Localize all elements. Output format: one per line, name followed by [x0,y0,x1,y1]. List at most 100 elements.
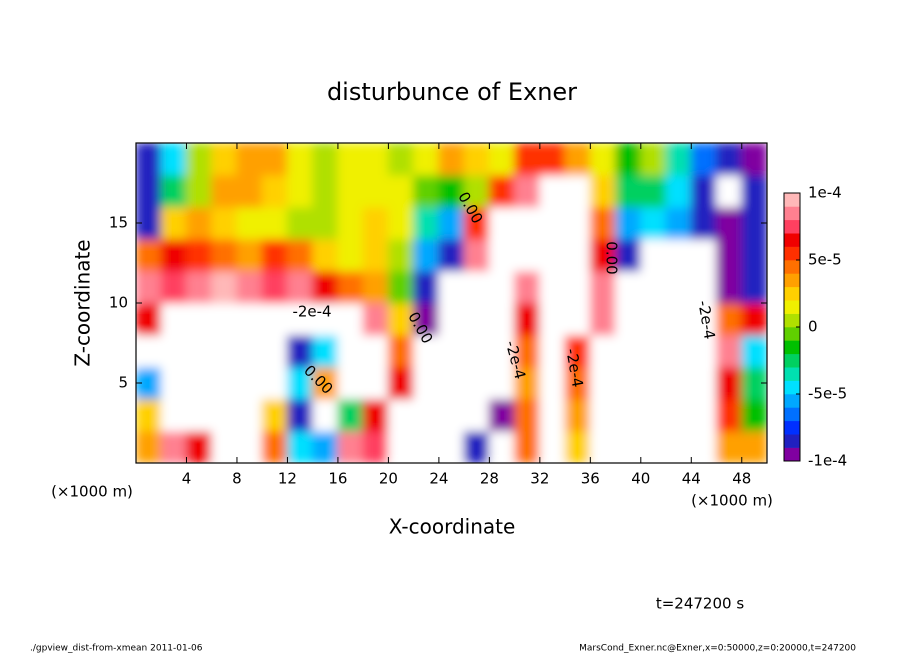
field-cell [716,206,743,240]
field-cell [589,174,617,208]
y-tick-label: 5 [118,374,128,392]
field-cell [160,238,187,272]
field-cell [136,270,162,304]
field-cell [211,174,238,208]
field-cell [640,398,667,432]
y-tick-label: 10 [109,294,128,312]
field-cell [463,270,490,304]
field-cell [514,238,541,272]
colorbar-band [784,313,800,328]
field-cell [211,238,238,272]
field-cell [438,174,465,208]
field-cell [640,143,667,176]
field-cell [236,398,263,432]
field-cell [589,398,617,432]
contour-label: 0.00 [603,241,621,274]
field-cell [312,430,339,463]
field-cell [438,238,465,272]
field-cell [286,334,314,368]
field-cell [564,398,591,432]
field-cell [564,334,591,368]
field-cell [716,302,743,336]
field-cell [413,143,440,176]
field-cells [136,143,767,463]
field-cell [564,270,591,304]
field-cell [539,430,566,463]
field-cell [261,366,288,400]
field-cell [665,143,692,176]
field-cell [640,174,667,208]
colorbar-band [784,394,800,408]
field-cell [690,206,718,240]
field-cell [337,238,364,272]
colorbar-tick-label: 1e-4 [808,184,842,202]
field-cell [261,334,288,368]
colorbar-band [784,273,800,288]
colorbar-band [784,219,800,234]
x-tick-label: 36 [581,470,600,488]
field-cell [716,143,743,176]
field-cell [337,302,364,336]
field-cell [463,302,490,336]
field-cell [665,334,692,368]
field-cell [312,174,339,208]
field-cell [387,302,415,336]
field-cell [539,302,566,336]
field-cell [690,430,718,463]
field-cell [438,143,465,176]
field-cell [236,334,263,368]
field-cell [438,334,465,368]
field-cell [387,143,415,176]
field-cell [211,270,238,304]
field-cell [312,206,339,240]
field-cell [337,143,364,176]
colorbar-tick-label: -1e-4 [808,452,847,470]
field-cell [564,302,591,336]
field-cell [413,430,440,463]
field-cell [564,430,591,463]
field-cell [615,366,642,400]
field-cell [539,206,566,240]
x-unit-label: (×1000 m) [691,492,773,510]
field-cell [413,398,440,432]
field-cell [640,302,667,336]
field-cell [564,366,591,400]
x-tick-label: 8 [232,470,242,488]
field-cell [615,334,642,368]
field-cell [640,430,667,463]
field-cell [640,206,667,240]
colorbar-band [784,340,800,355]
field-cell [160,366,187,400]
field-cell [362,302,389,336]
field-cell [539,398,566,432]
field-cell [136,143,162,176]
field-cell [463,334,490,368]
field-cell [741,398,767,432]
field-cell [589,366,617,400]
field-cell [211,334,238,368]
field-cell [690,366,718,400]
field-cell [564,238,591,272]
x-tick-label: 48 [732,470,751,488]
field-cell [211,143,238,176]
field-cell [690,398,718,432]
field-cell [615,398,642,432]
field-cell [488,334,516,368]
field-cell [716,334,743,368]
field-cell [665,174,692,208]
field-cell [539,143,566,176]
field-cell [261,270,288,304]
field-cell [337,398,364,432]
field-cell [741,143,767,176]
field-cell [463,206,490,240]
field-cell [488,366,516,400]
field-cell [690,174,718,208]
field-cell [160,302,187,336]
field-cell [387,206,415,240]
field-cell [136,430,162,463]
field-cell [665,270,692,304]
field-cell [286,143,314,176]
colorbar-band [784,434,800,448]
x-unit-label: (×1000 m) [51,483,133,501]
field-cell [261,206,288,240]
